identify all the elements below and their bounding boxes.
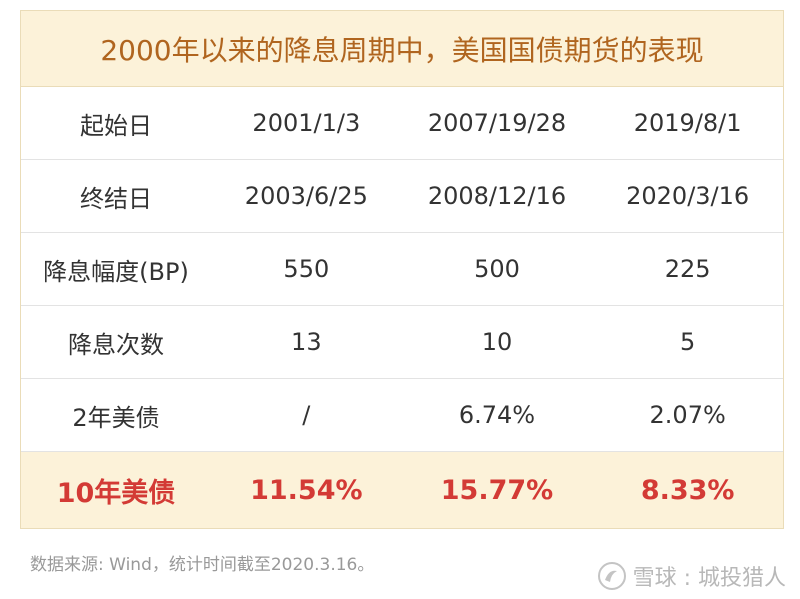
table-cell: 2001/1/3 <box>211 87 402 160</box>
table-cell: 2008/12/16 <box>401 159 593 233</box>
watermark: 雪球 : 城投猎人 <box>597 560 786 592</box>
row-label: 起始日 <box>21 87 211 160</box>
row-label: 2年美债 <box>21 378 211 452</box>
source-note: 数据来源: Wind，统计时间截至2020.3.16。 <box>30 555 375 575</box>
row-label: 降息幅度(BP) <box>21 232 211 306</box>
table-body: 起始日 2001/1/3 2007/19/28 2019/8/1 终结日 200… <box>21 87 783 528</box>
table-cell: / <box>211 378 402 452</box>
data-table: 2000年以来的降息周期中，美国国债期货的表现 起始日 2001/1/3 200… <box>20 10 784 529</box>
table-row-end-date: 终结日 2003/6/25 2008/12/16 2020/3/16 <box>21 159 783 233</box>
table-row-cut-count: 降息次数 13 10 5 <box>21 305 783 379</box>
watermark-text: 雪球 : 城投猎人 <box>632 566 786 591</box>
table-row-2y-treasury: 2年美债 / 6.74% 2.07% <box>21 378 783 452</box>
table-cell: 2019/8/1 <box>592 87 783 160</box>
table-cell: 13 <box>211 305 402 379</box>
row-label: 10年美债 <box>21 451 211 528</box>
table-row-cut-bp: 降息幅度(BP) 550 500 225 <box>21 232 783 306</box>
table-cell: 11.54% <box>211 451 402 528</box>
table-cell: 550 <box>211 232 402 306</box>
row-label: 降息次数 <box>21 305 211 379</box>
table-cell: 2.07% <box>592 378 783 452</box>
table-cell: 225 <box>592 232 783 306</box>
table-cell: 10 <box>401 305 593 379</box>
table-cell: 2007/19/28 <box>401 87 593 160</box>
table-cell: 500 <box>401 232 593 306</box>
table-cell: 2003/6/25 <box>211 159 402 233</box>
snowball-logo-icon <box>597 562 626 590</box>
table-row-start-date: 起始日 2001/1/3 2007/19/28 2019/8/1 <box>21 87 783 160</box>
table-cell: 5 <box>592 305 783 379</box>
row-label: 终结日 <box>21 159 211 233</box>
table-cell: 2020/3/16 <box>592 159 783 233</box>
table-cell: 15.77% <box>401 451 593 528</box>
table-cell: 8.33% <box>592 451 783 528</box>
table-row-10y-treasury: 10年美债 11.54% 15.77% 8.33% <box>21 451 783 528</box>
table-title: 2000年以来的降息周期中，美国国债期货的表现 <box>21 11 783 87</box>
table-cell: 6.74% <box>401 378 593 452</box>
